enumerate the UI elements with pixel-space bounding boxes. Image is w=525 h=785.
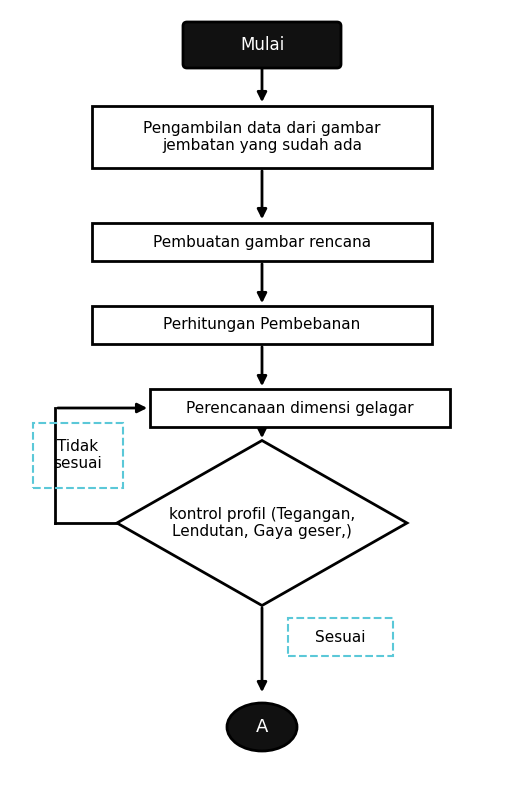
Bar [92,306,432,344]
Text: Perencanaan dimensi gelagar: Perencanaan dimensi gelagar [186,400,414,415]
Text: Pengambilan data dari gambar
jembatan yang sudah ada: Pengambilan data dari gambar jembatan ya… [143,121,381,153]
Text: Pembuatan gambar rencana: Pembuatan gambar rencana [153,235,371,250]
Text: kontrol profil (Tegangan,
Lendutan, Gaya geser,): kontrol profil (Tegangan, Lendutan, Gaya… [169,507,355,539]
Text: Mulai: Mulai [240,36,284,54]
Bar [288,618,393,656]
Bar [150,389,450,427]
Polygon shape [117,440,407,605]
Bar [92,106,432,168]
Bar [92,223,432,261]
Bar [33,422,123,487]
Ellipse shape [227,703,297,751]
Text: Sesuai: Sesuai [315,630,365,644]
FancyBboxPatch shape [183,22,341,68]
Text: Tidak
sesuai: Tidak sesuai [54,439,102,471]
Text: A: A [256,718,268,736]
Text: Perhitungan Pembebanan: Perhitungan Pembebanan [163,317,361,333]
